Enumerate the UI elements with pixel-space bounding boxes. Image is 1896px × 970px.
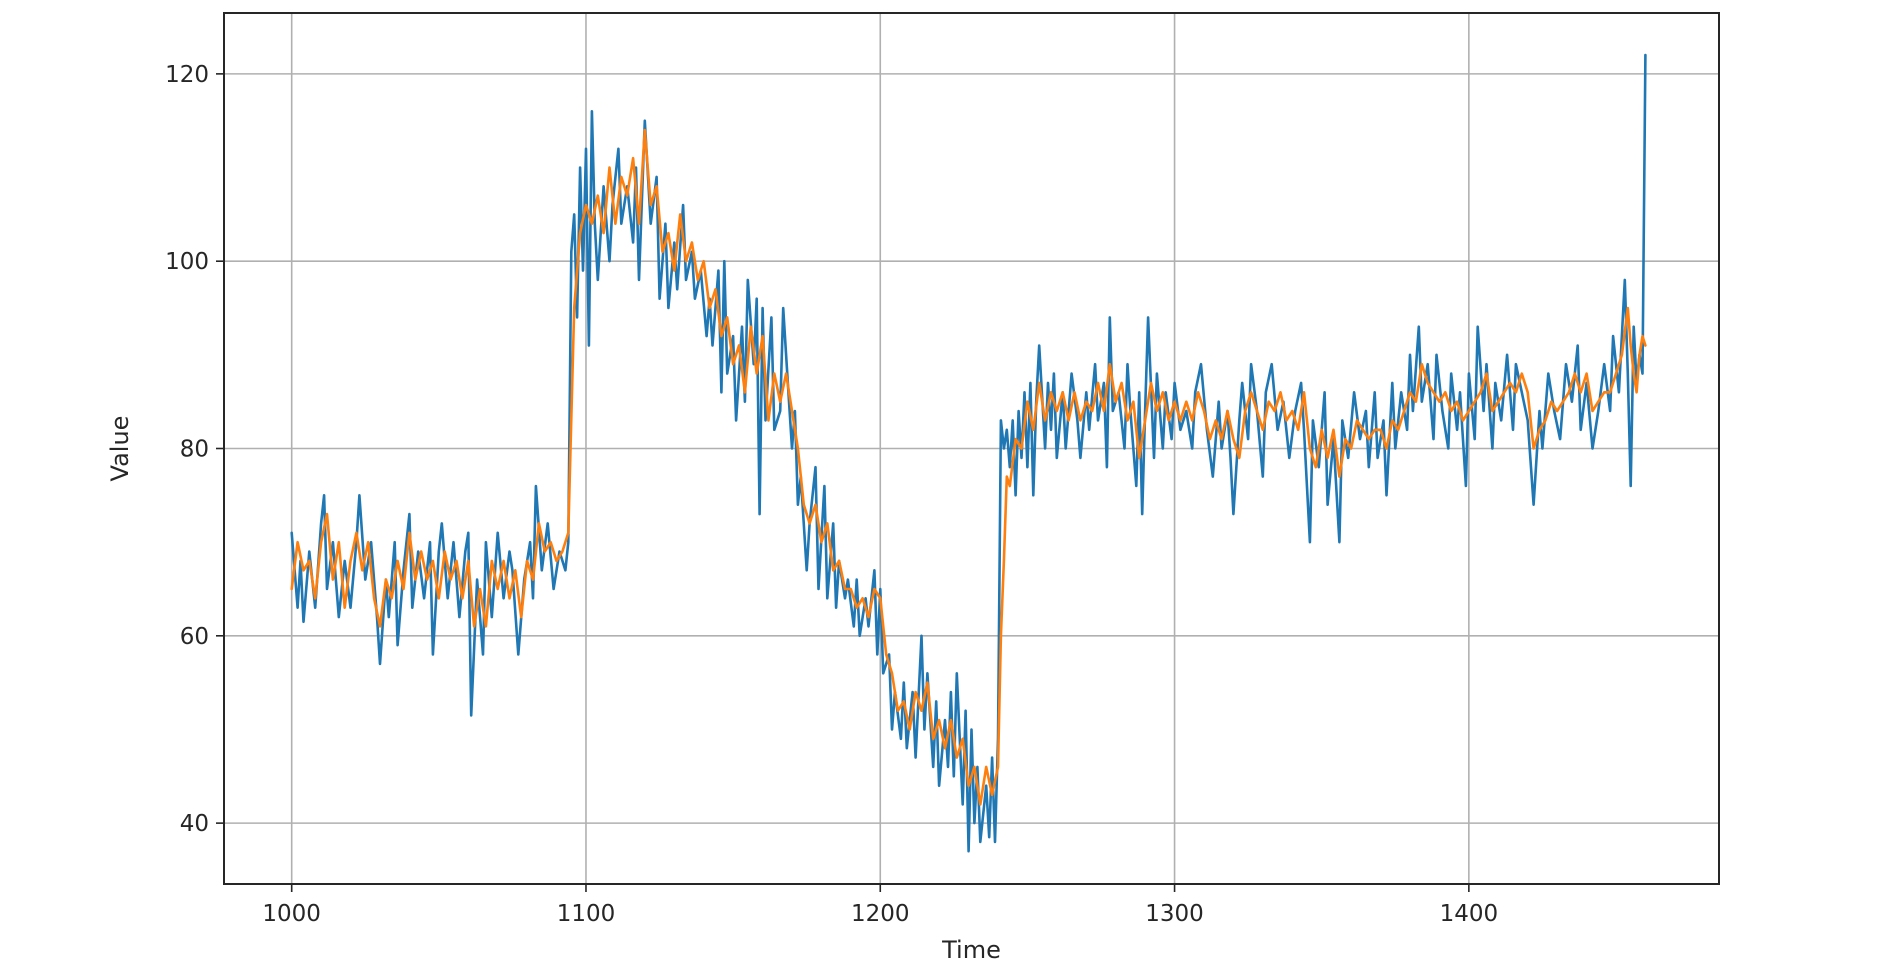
x-axis: 1000 1100 1200 1300 1400	[262, 884, 1498, 927]
x-tick-label-1300: 1300	[1145, 901, 1204, 927]
y-axis-label: Value	[106, 416, 134, 482]
y-tick-label-100: 100	[165, 249, 209, 275]
x-tick-label-1000: 1000	[262, 901, 321, 927]
series-layer	[290, 53, 1647, 853]
y-tick-label-80: 80	[180, 437, 209, 463]
y-tick-label-60: 60	[180, 624, 209, 650]
series-line-1	[290, 53, 1647, 853]
plot-frame	[223, 12, 1720, 885]
y-axis: 40 60 80 100 120	[165, 62, 224, 837]
y-tick-label-120: 120	[165, 62, 209, 88]
y-tick-label-40: 40	[180, 811, 209, 837]
series-line-2	[290, 128, 1647, 806]
x-axis-label: Time	[941, 936, 1001, 964]
x-tick-label-1100: 1100	[557, 901, 616, 927]
x-tick-label-1400: 1400	[1440, 901, 1499, 927]
x-tick-label-1200: 1200	[851, 901, 910, 927]
